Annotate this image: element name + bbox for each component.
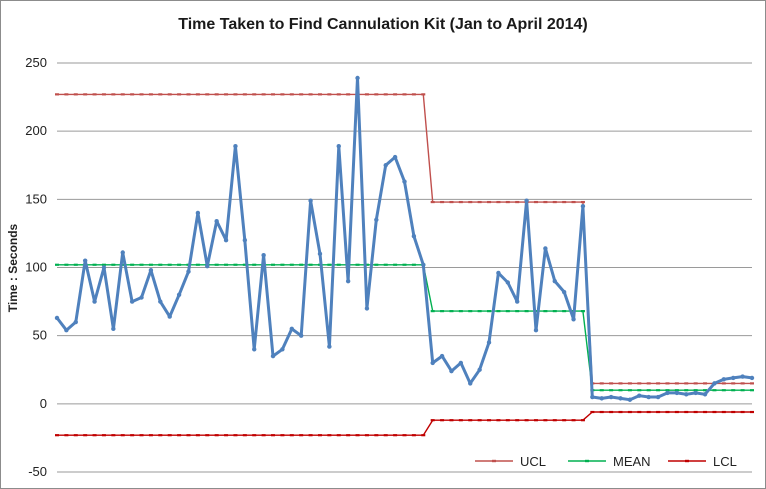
- data-point: [721, 377, 727, 382]
- data-point: [486, 340, 492, 345]
- data-point: [543, 246, 548, 251]
- y-tick-labels: -50 0 50 100 150 200 250: [25, 55, 47, 479]
- y-tick-label: -50: [28, 464, 47, 479]
- data-point: [533, 328, 539, 333]
- data-point: [749, 375, 755, 381]
- data-point: [280, 347, 285, 352]
- data-point: [54, 315, 60, 321]
- data-point: [712, 381, 717, 386]
- data-point: [242, 238, 248, 243]
- data-point: [590, 394, 595, 400]
- data-point: [308, 198, 313, 203]
- data-point: [731, 375, 736, 381]
- legend: UCL MEAN LCL: [475, 454, 737, 469]
- data-point: [561, 289, 567, 295]
- data-point: [82, 258, 88, 263]
- data-point: [336, 143, 341, 149]
- legend-label-mean: MEAN: [613, 454, 651, 469]
- data-point: [383, 163, 388, 168]
- data-point: [580, 203, 586, 209]
- data-point: [627, 397, 633, 402]
- data-point: [289, 326, 294, 332]
- data-point: [129, 299, 135, 304]
- data-point: [599, 396, 604, 401]
- data-point: [505, 280, 511, 285]
- data-point: [477, 367, 482, 372]
- series-lines: [54, 75, 755, 437]
- data-point: [674, 390, 680, 396]
- y-tick-label: 200: [25, 123, 47, 138]
- data-point: [637, 393, 642, 398]
- data-point: [73, 319, 78, 325]
- data-point: [458, 360, 464, 366]
- legend-label-ucl: UCL: [520, 454, 546, 469]
- y-tick-label: 100: [25, 260, 47, 275]
- data-point: [195, 210, 201, 216]
- legend-label-lcl: LCL: [713, 454, 737, 469]
- series-line-lcl: [57, 411, 752, 436]
- series-line-mean: [57, 264, 752, 391]
- data-point: [740, 374, 745, 379]
- data-point: [298, 333, 304, 338]
- data-point: [270, 353, 276, 359]
- data-point: [176, 292, 182, 297]
- data-point: [439, 353, 445, 359]
- data-point: [468, 381, 473, 386]
- data-point: [411, 233, 417, 239]
- data-point: [552, 278, 557, 284]
- data-point: [101, 265, 107, 270]
- y-tick-label: 250: [25, 55, 47, 70]
- data-point: [684, 392, 689, 397]
- data-point: [345, 278, 351, 284]
- chart-title: Time Taken to Find Cannulation Kit (Jan …: [178, 16, 588, 33]
- data-point: [120, 250, 125, 255]
- data-point: [693, 390, 698, 396]
- series-line-ucl: [57, 93, 752, 385]
- data-point: [665, 390, 670, 396]
- data-point: [214, 218, 219, 224]
- data-point: [608, 394, 614, 400]
- data-point: [571, 317, 576, 322]
- data-point: [421, 262, 426, 267]
- y-axis-label: Time : Seconds: [6, 223, 20, 312]
- data-point: [223, 238, 229, 243]
- data-point: [317, 251, 323, 257]
- data-point: [618, 396, 623, 401]
- data-point: [702, 392, 708, 397]
- series-line-time: [55, 76, 753, 402]
- data-point: [430, 360, 435, 366]
- data-point: [524, 198, 529, 203]
- data-point: [515, 299, 520, 304]
- data-point: [392, 154, 398, 160]
- data-point: [111, 326, 116, 332]
- data-point: [205, 263, 210, 269]
- data-point: [646, 394, 651, 400]
- data-point: [167, 314, 172, 319]
- y-tick-label: 0: [40, 396, 47, 411]
- data-point: [374, 217, 379, 222]
- data-point: [449, 368, 454, 374]
- data-point: [402, 179, 407, 184]
- data-point: [355, 75, 360, 81]
- data-point: [364, 306, 370, 311]
- data-point: [655, 394, 661, 400]
- gridlines: [57, 62, 752, 473]
- data-point: [186, 269, 191, 274]
- data-point: [252, 347, 257, 352]
- data-point: [92, 299, 97, 304]
- data-point: [261, 253, 266, 258]
- y-tick-label: 50: [33, 328, 47, 343]
- data-point: [327, 344, 332, 349]
- data-point: [64, 328, 69, 333]
- data-point: [158, 299, 163, 304]
- data-point: [496, 270, 501, 276]
- data-point: [148, 268, 154, 273]
- data-point: [233, 143, 238, 149]
- y-tick-label: 150: [25, 191, 47, 206]
- data-point: [139, 295, 144, 300]
